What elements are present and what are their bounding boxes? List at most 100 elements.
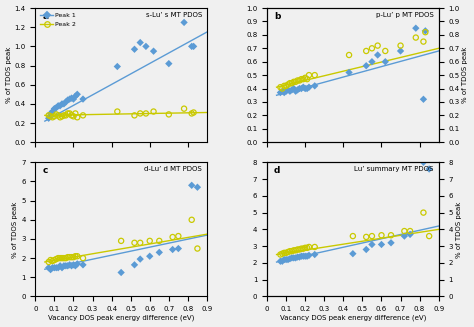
Point — [349, 251, 356, 256]
Point — [406, 232, 414, 237]
Point — [374, 52, 382, 58]
Point — [72, 111, 79, 116]
Point — [311, 244, 319, 250]
Point — [284, 257, 292, 262]
Point — [281, 90, 288, 95]
Point — [60, 101, 68, 107]
Point — [58, 265, 66, 270]
Point — [55, 103, 62, 108]
Point — [286, 89, 294, 94]
Point — [401, 229, 408, 234]
Point — [301, 253, 309, 259]
Point — [290, 248, 298, 253]
Point — [188, 111, 195, 116]
Point — [296, 78, 303, 83]
Point — [286, 80, 294, 86]
Point — [70, 114, 77, 119]
Point — [305, 73, 313, 78]
Point — [311, 83, 319, 89]
Point — [53, 105, 60, 110]
Point — [66, 96, 73, 102]
Point — [62, 99, 70, 105]
Point — [70, 262, 77, 267]
Point — [378, 232, 385, 238]
Text: s-Lu’ s MT PDOS: s-Lu’ s MT PDOS — [146, 12, 202, 18]
Point — [378, 242, 385, 247]
Point — [68, 95, 75, 101]
Point — [49, 265, 56, 270]
Point — [311, 252, 319, 257]
Point — [363, 247, 370, 252]
Point — [47, 267, 55, 272]
Point — [277, 259, 284, 264]
Point — [345, 70, 353, 75]
Y-axis label: % of TDOS peak: % of TDOS peak — [12, 201, 18, 258]
Point — [142, 111, 150, 116]
Point — [288, 87, 296, 93]
Point — [169, 234, 176, 240]
Point — [150, 109, 157, 114]
Text: d-Lu’ d MT PDOS: d-Lu’ d MT PDOS — [144, 166, 202, 172]
Legend: Peak 1, Peak 2: Peak 1, Peak 2 — [38, 11, 78, 29]
Point — [419, 210, 427, 215]
Point — [363, 234, 370, 240]
Point — [296, 86, 303, 91]
Point — [131, 240, 138, 245]
Point — [349, 233, 356, 239]
Point — [283, 83, 290, 89]
Point — [345, 52, 353, 58]
Point — [292, 248, 300, 253]
Point — [387, 232, 395, 238]
Point — [45, 265, 53, 270]
Point — [47, 114, 55, 119]
Text: c: c — [42, 166, 47, 175]
Point — [294, 78, 301, 83]
Point — [412, 26, 419, 31]
Point — [194, 246, 201, 251]
Point — [290, 86, 298, 91]
Point — [283, 250, 290, 255]
Point — [279, 89, 286, 94]
Point — [58, 101, 66, 107]
Text: p-Lu’ p MT PDOS: p-Lu’ p MT PDOS — [376, 12, 434, 18]
Point — [294, 247, 301, 252]
Point — [277, 90, 284, 95]
Point — [286, 256, 294, 261]
Point — [363, 63, 370, 68]
Point — [131, 262, 138, 267]
Y-axis label: % of TDOS peak: % of TDOS peak — [6, 47, 11, 103]
Point — [281, 250, 288, 255]
X-axis label: Vacancy DOS peak energy difference (eV): Vacancy DOS peak energy difference (eV) — [48, 315, 194, 321]
Point — [68, 263, 75, 268]
Point — [382, 59, 389, 64]
Point — [425, 233, 433, 239]
Point — [47, 111, 55, 116]
Point — [279, 251, 286, 256]
Point — [180, 20, 188, 25]
Point — [53, 265, 60, 270]
Point — [283, 257, 290, 262]
Point — [397, 43, 404, 48]
Point — [55, 265, 62, 270]
Y-axis label: % of TDOS peak: % of TDOS peak — [463, 47, 468, 103]
Point — [64, 97, 72, 103]
Point — [73, 92, 81, 97]
Point — [281, 83, 288, 89]
Point — [279, 259, 286, 264]
Text: a: a — [42, 12, 48, 21]
Point — [70, 96, 77, 102]
Point — [368, 46, 376, 51]
Point — [73, 115, 81, 120]
Point — [298, 246, 305, 251]
Point — [47, 257, 55, 263]
Point — [283, 89, 290, 94]
Point — [51, 114, 58, 119]
Point — [174, 246, 182, 251]
Point — [288, 249, 296, 254]
Point — [188, 44, 195, 49]
Point — [114, 109, 121, 114]
Point — [72, 253, 79, 259]
Point — [142, 44, 150, 49]
Point — [180, 106, 188, 111]
Point — [190, 110, 197, 115]
